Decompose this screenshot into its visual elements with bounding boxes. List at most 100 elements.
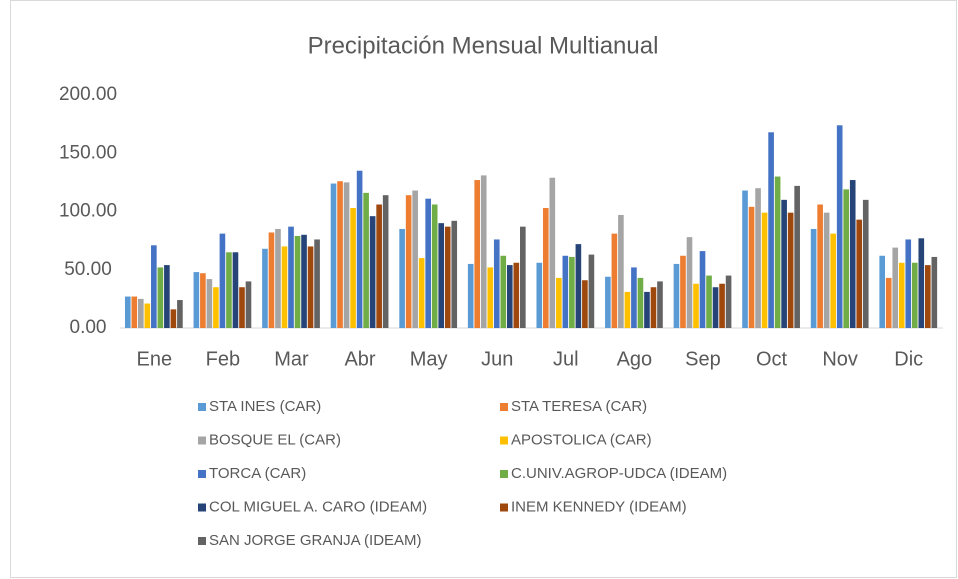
bar (425, 198, 431, 328)
bar (138, 298, 144, 328)
legend-swatch (198, 537, 206, 545)
bar (245, 281, 252, 328)
bar (301, 234, 307, 328)
bar (288, 226, 294, 328)
bar (761, 212, 768, 328)
bar (637, 277, 644, 328)
bar (712, 287, 719, 328)
x-tick-label: Sep (685, 348, 721, 370)
bar (836, 125, 843, 328)
y-tick-label: 150.00 (59, 142, 117, 163)
bar (817, 204, 823, 328)
bar (356, 170, 363, 328)
bar (513, 262, 520, 328)
bar (164, 265, 170, 328)
bar (506, 265, 513, 328)
bar (480, 175, 487, 328)
x-tick-label: Jun (481, 348, 513, 370)
bar (562, 255, 569, 328)
bar (693, 283, 699, 328)
bar (686, 237, 693, 328)
bar (843, 189, 850, 328)
x-tick-label: Feb (206, 348, 240, 370)
bar (219, 233, 226, 328)
bar (794, 185, 800, 328)
bar (810, 228, 817, 328)
legend-label: SAN JORGE GRANJA (IDEAM) (209, 532, 422, 549)
bar (680, 255, 686, 328)
bar (444, 226, 451, 328)
bar (879, 255, 886, 328)
chart-border (10, 0, 957, 578)
bar (856, 219, 863, 328)
legend-label: STA INES (CAR) (209, 398, 321, 415)
bar (232, 252, 239, 328)
bar (213, 287, 219, 328)
bar (399, 228, 405, 328)
bar (706, 275, 712, 328)
bar (742, 190, 748, 328)
bar (177, 300, 183, 328)
bar (520, 226, 526, 328)
y-tick-label: 0.00 (70, 317, 107, 338)
bar (337, 181, 343, 328)
bar (206, 279, 213, 328)
bar (768, 132, 774, 328)
legend-swatch (198, 436, 206, 445)
bar (924, 265, 931, 328)
bar (892, 247, 899, 328)
bar (862, 199, 869, 328)
chart-title: Precipitación Mensual Multianual (308, 32, 659, 59)
bar (787, 212, 794, 328)
bar (830, 233, 836, 328)
legend-label: COL MIGUEL A. CARO (IDEAM) (209, 498, 427, 515)
legend-swatch (500, 470, 508, 478)
bar (657, 281, 663, 328)
bar (725, 275, 732, 328)
x-tick-label: Oct (756, 348, 788, 370)
x-tick-label: Abr (344, 348, 375, 370)
bar (418, 258, 425, 328)
bar (330, 183, 337, 328)
legend-swatch (198, 503, 206, 512)
bar (582, 280, 588, 328)
bar (412, 190, 418, 328)
bar (200, 273, 206, 328)
bar (268, 232, 275, 328)
bar (755, 188, 761, 328)
y-tick-label: 100.00 (59, 201, 117, 222)
bar (673, 263, 680, 328)
bar (376, 204, 382, 328)
bar (438, 223, 445, 328)
legend-label: INEM KENNEDY (IDEAM) (511, 498, 687, 515)
legend-swatch (500, 403, 508, 411)
legend-swatch (198, 403, 206, 411)
x-tick-label: Ago (617, 348, 653, 370)
bar (885, 277, 892, 328)
legend-swatch (500, 503, 508, 512)
bar (382, 195, 389, 328)
bar (239, 287, 245, 328)
bar (699, 251, 706, 328)
bar (294, 235, 301, 328)
bar (650, 287, 657, 328)
bar (275, 228, 281, 328)
legend-swatch (500, 436, 508, 445)
bar (536, 262, 543, 328)
bar (493, 239, 500, 328)
bar (500, 255, 507, 328)
bar (542, 208, 549, 328)
bar (487, 267, 494, 328)
y-tick-label: 200.00 (59, 84, 117, 105)
bar (124, 296, 131, 328)
bar (611, 233, 618, 328)
bar (588, 254, 595, 328)
legend-label: TORCA (CAR) (209, 465, 306, 482)
bar (281, 246, 288, 328)
bar (748, 206, 755, 328)
bar (918, 238, 925, 328)
bar (823, 212, 830, 328)
bar (931, 256, 938, 328)
bar (144, 303, 151, 328)
